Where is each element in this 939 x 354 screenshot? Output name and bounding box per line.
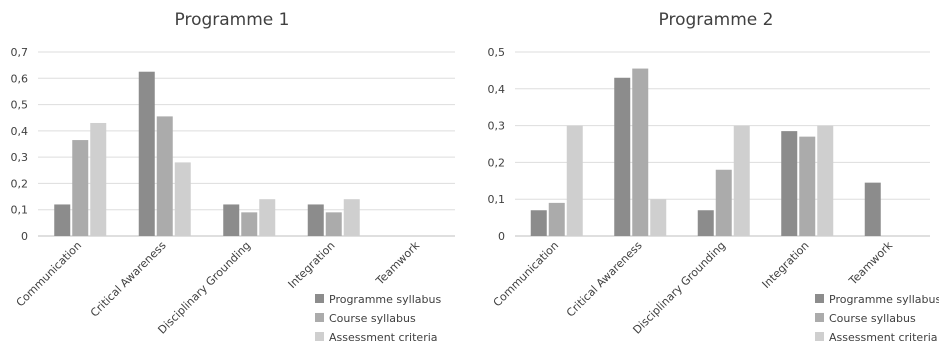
bar-assessment-criteria	[259, 199, 276, 236]
y-tick-label: 0,5	[488, 46, 506, 59]
bar-assessment-criteria	[650, 199, 667, 236]
legend-label: Assessment criteria	[829, 331, 938, 344]
y-tick-label: 0	[21, 230, 28, 243]
y-tick-label: 0,5	[11, 99, 29, 112]
y-tick-label: 0,3	[488, 120, 506, 133]
bar-course-syllabus	[72, 140, 89, 236]
category-label: Disciplinary Grounding	[630, 239, 728, 337]
bar-course-syllabus	[799, 136, 816, 236]
bar-assessment-criteria	[343, 199, 360, 236]
bar-programme-syllabus	[530, 210, 547, 236]
category-label: Integration	[286, 239, 338, 291]
bar-assessment-criteria	[817, 125, 834, 236]
category-label: Critical Awareness	[564, 239, 645, 320]
legend-label: Assessment criteria	[329, 331, 438, 344]
bar-programme-syllabus	[697, 210, 714, 236]
bar-course-syllabus	[715, 169, 732, 236]
bar-programme-syllabus	[614, 77, 631, 236]
legend-swatch	[315, 294, 324, 303]
bar-programme-syllabus	[138, 71, 155, 236]
chart-2: Programme 2 0 0,1 0,2 0,3 0,4 0,5 Communication…	[488, 10, 939, 344]
legend-swatch	[815, 313, 824, 322]
bar-course-syllabus	[241, 212, 258, 236]
bar-programme-syllabus	[307, 204, 324, 236]
y-tick-label: 0,2	[488, 156, 506, 169]
bar-programme-syllabus	[864, 182, 881, 236]
bar-course-syllabus	[325, 212, 342, 236]
bar-assessment-criteria	[733, 125, 750, 236]
category-label: Teamwork	[373, 238, 423, 288]
bar-programme-syllabus	[781, 131, 798, 236]
bar-course-syllabus	[156, 116, 173, 236]
bar-programme-syllabus	[54, 204, 71, 236]
legend-label: Course syllabus	[329, 312, 416, 325]
chart-title: Programme 1	[175, 10, 290, 30]
category-label: Critical Awareness	[88, 239, 169, 320]
bar-course-syllabus	[548, 202, 565, 236]
bar-programme-syllabus	[223, 204, 240, 236]
legend-swatch	[315, 332, 324, 341]
legend-swatch	[315, 313, 324, 322]
legend-label: Programme syllabus	[329, 293, 441, 306]
y-tick-label: 0,4	[11, 125, 29, 138]
y-tick-label: 0,2	[11, 177, 29, 190]
y-tick-label: 0,6	[11, 72, 29, 85]
legend-swatch	[815, 332, 824, 341]
bar-assessment-criteria	[566, 125, 583, 236]
category-label: Communication	[491, 239, 562, 310]
y-tick-label: 0,7	[11, 46, 29, 59]
legend-swatch	[815, 294, 824, 303]
legend-label: Programme syllabus	[829, 293, 939, 306]
y-tick-label: 0	[498, 230, 505, 243]
y-tick-label: 0,4	[488, 83, 506, 96]
y-tick-label: 0,3	[11, 151, 29, 164]
bar-assessment-criteria	[90, 122, 107, 236]
legend-label: Course syllabus	[829, 312, 916, 325]
chart-title: Programme 2	[659, 10, 774, 30]
category-label: Communication	[14, 239, 85, 310]
category-label: Disciplinary Grounding	[155, 239, 253, 337]
y-tick-label: 0,1	[488, 193, 506, 206]
bar-course-syllabus	[632, 68, 649, 236]
category-label: Integration	[760, 239, 812, 291]
category-label: Teamwork	[846, 238, 896, 288]
bar-assessment-criteria	[174, 162, 191, 236]
chart-1: Programme 1 0 0,1 0,2 0,3 0,4 0,5 0,6 0,7 Communi…	[11, 10, 455, 344]
y-tick-label: 0,1	[11, 204, 29, 217]
